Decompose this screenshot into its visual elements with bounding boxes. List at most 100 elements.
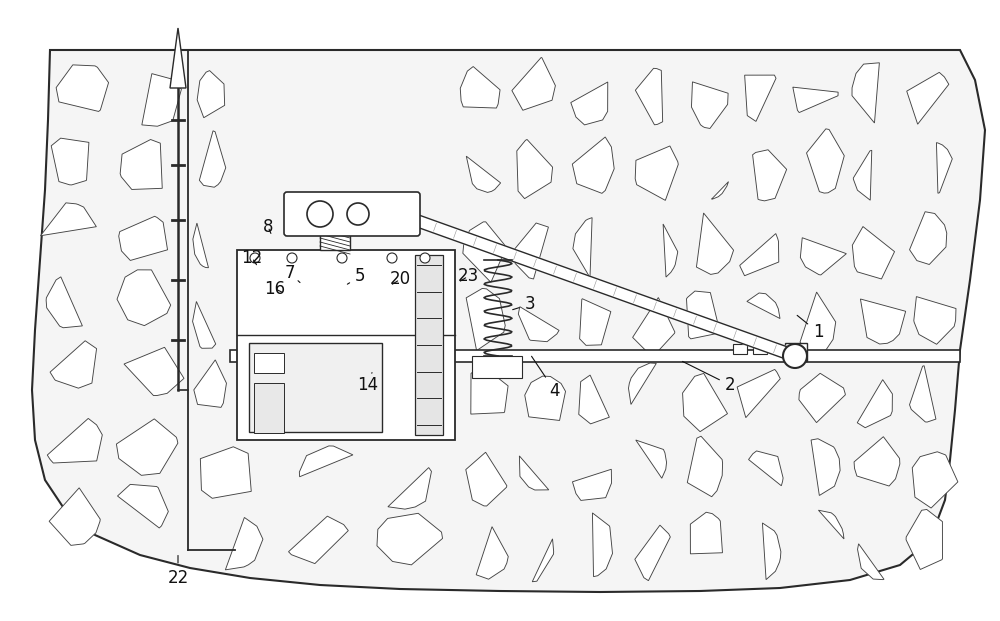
Bar	[254, 353, 284, 373]
Polygon shape	[377, 514, 443, 565]
Polygon shape	[519, 456, 549, 490]
Polygon shape	[852, 227, 895, 279]
Polygon shape	[852, 63, 879, 123]
Polygon shape	[753, 150, 787, 201]
Polygon shape	[696, 213, 734, 274]
Text: 14: 14	[357, 373, 379, 394]
Polygon shape	[854, 437, 900, 486]
Text: 7: 7	[285, 265, 300, 283]
Polygon shape	[635, 525, 670, 581]
Bar	[785, 343, 807, 361]
Polygon shape	[388, 468, 431, 509]
Circle shape	[337, 253, 347, 263]
Polygon shape	[580, 299, 611, 345]
Polygon shape	[691, 82, 728, 129]
Polygon shape	[299, 446, 353, 477]
Bar	[733, 344, 747, 354]
Polygon shape	[636, 440, 667, 478]
Text: 2: 2	[682, 361, 735, 394]
Polygon shape	[686, 291, 719, 339]
Polygon shape	[32, 50, 985, 592]
Polygon shape	[858, 544, 884, 579]
Text: 1: 1	[797, 315, 823, 341]
Polygon shape	[466, 156, 501, 193]
Polygon shape	[40, 203, 96, 236]
Text: 23: 23	[457, 268, 479, 285]
Circle shape	[250, 253, 260, 263]
Polygon shape	[907, 73, 949, 124]
Polygon shape	[117, 484, 168, 528]
Text: 5: 5	[347, 268, 365, 285]
Polygon shape	[811, 438, 840, 496]
Polygon shape	[525, 376, 566, 420]
Polygon shape	[818, 510, 844, 539]
Polygon shape	[197, 71, 225, 118]
Polygon shape	[573, 217, 592, 278]
Polygon shape	[56, 65, 109, 111]
Polygon shape	[49, 488, 100, 545]
Circle shape	[420, 253, 430, 263]
Polygon shape	[914, 297, 956, 344]
Circle shape	[307, 201, 333, 227]
Polygon shape	[517, 140, 553, 199]
Polygon shape	[142, 74, 181, 126]
Polygon shape	[807, 129, 844, 193]
Polygon shape	[910, 212, 947, 265]
Polygon shape	[46, 277, 82, 328]
Polygon shape	[800, 292, 836, 353]
Polygon shape	[592, 513, 612, 577]
Circle shape	[347, 203, 369, 225]
Polygon shape	[663, 224, 678, 277]
Polygon shape	[51, 138, 89, 185]
Polygon shape	[712, 181, 729, 199]
Polygon shape	[119, 216, 168, 260]
Polygon shape	[628, 363, 656, 404]
Polygon shape	[225, 517, 263, 570]
Polygon shape	[117, 270, 171, 325]
Polygon shape	[471, 365, 508, 414]
Polygon shape	[683, 373, 728, 432]
Polygon shape	[463, 222, 506, 283]
Polygon shape	[460, 66, 500, 108]
Polygon shape	[906, 509, 942, 569]
Polygon shape	[857, 379, 892, 428]
Bar	[320, 210, 350, 250]
Polygon shape	[193, 301, 216, 348]
Polygon shape	[762, 523, 781, 579]
Polygon shape	[532, 539, 554, 582]
Circle shape	[287, 253, 297, 263]
Circle shape	[387, 253, 397, 263]
Polygon shape	[194, 360, 226, 407]
Bar	[472, 356, 522, 378]
Polygon shape	[512, 58, 555, 111]
Polygon shape	[745, 75, 776, 121]
Polygon shape	[116, 419, 178, 475]
Polygon shape	[193, 223, 208, 268]
Polygon shape	[800, 238, 846, 275]
Polygon shape	[124, 347, 184, 396]
Polygon shape	[633, 297, 675, 352]
Bar	[753, 344, 767, 354]
Polygon shape	[47, 419, 102, 463]
Text: 3: 3	[513, 296, 535, 313]
Polygon shape	[936, 143, 952, 193]
Polygon shape	[289, 516, 348, 564]
FancyBboxPatch shape	[284, 192, 420, 236]
Polygon shape	[170, 28, 186, 88]
Polygon shape	[120, 140, 162, 189]
Bar	[249, 343, 382, 432]
Polygon shape	[579, 375, 609, 424]
Text: 22: 22	[167, 555, 189, 586]
Text: 8: 8	[263, 218, 273, 235]
Bar	[237, 250, 455, 440]
Bar	[230, 350, 960, 362]
Circle shape	[783, 344, 807, 368]
Polygon shape	[635, 68, 663, 125]
Polygon shape	[476, 527, 508, 579]
Text: 16: 16	[264, 280, 286, 297]
Text: 4: 4	[532, 356, 560, 400]
Polygon shape	[749, 451, 783, 486]
Polygon shape	[853, 150, 872, 200]
Polygon shape	[799, 373, 845, 423]
Polygon shape	[518, 307, 559, 342]
